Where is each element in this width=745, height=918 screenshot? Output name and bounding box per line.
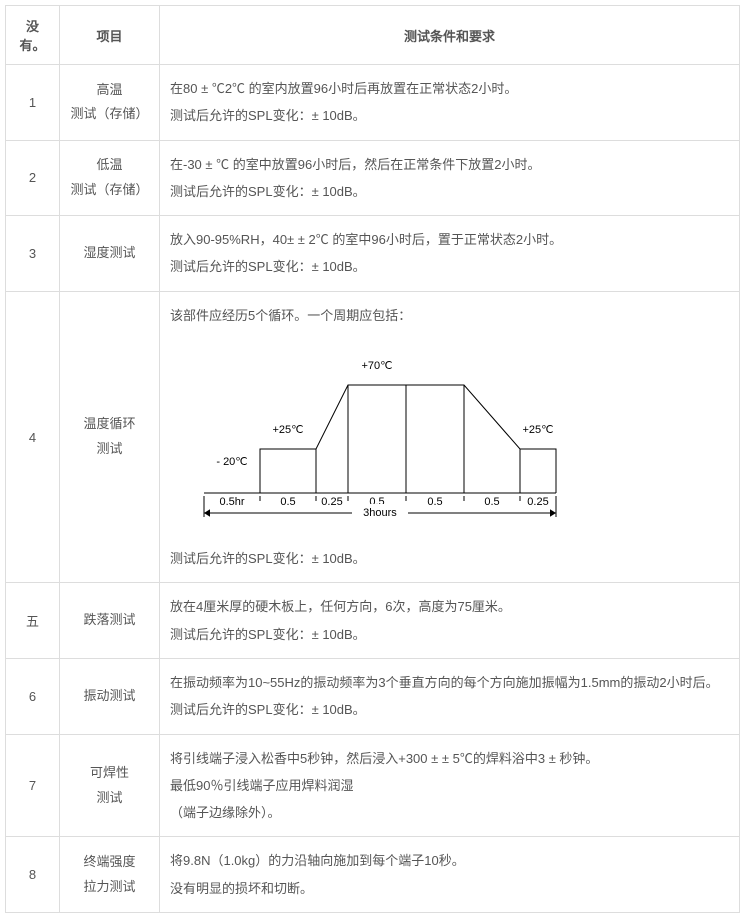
table-row: 1高温测试（存储）在80 ± ℃2℃ 的室内放置96小时后再放置在正常状态2小时… [6,65,740,141]
row-item: 高温测试（存储） [60,65,160,141]
row-no: 7 [6,734,60,837]
row-item: 可焊性测试 [60,734,160,837]
duration-label: 0.25 [321,496,342,508]
row-no: 4 [6,291,60,583]
table-row: 8终端强度拉力测试将9.8N（1.0kg）的力沿轴向施加到每个端子10秒。没有明… [6,837,740,913]
table-row: 五跌落测试放在4厘米厚的硬木板上，任何方向，6次，高度为75厘米。测试后允许的S… [6,583,740,659]
temperature-label: +25℃ [522,424,553,436]
duration-label: 0.5hr [219,496,244,508]
row-item: 终端强度拉力测试 [60,837,160,913]
duration-label: 0.25 [527,496,548,508]
table-row: 7可焊性测试将引线端子浸入松香中5秒钟，然后浸入+300 ± ± 5℃的焊料浴中… [6,734,740,837]
table-row: 2低温测试（存储）在-30 ± ℃ 的室中放置96小时后，然后在正常条件下放置2… [6,140,740,216]
duration-label: 0.5 [484,496,499,508]
row-conditions: 该部件应经历5个循环。一个周期应包括：0.5hr0.50.250.50.50.5… [160,291,740,583]
row-item: 温度循环测试 [60,291,160,583]
row-conditions: 将9.8N（1.0kg）的力沿轴向施加到每个端子10秒。没有明显的损坏和切断。 [160,837,740,913]
row-item: 低温测试（存储） [60,140,160,216]
duration-label: 0.5 [427,496,442,508]
table-row: 4温度循环测试该部件应经历5个循环。一个周期应包括：0.5hr0.50.250.… [6,291,740,583]
temperature-label: - 20℃ [216,456,247,468]
row-no: 五 [6,583,60,659]
temperature-label: +70℃ [361,360,392,372]
row-item: 湿度测试 [60,216,160,292]
header-item: 项目 [60,6,160,65]
temperature-label: +25℃ [272,424,303,436]
row-no: 3 [6,216,60,292]
row-no: 6 [6,658,60,734]
row-conditions: 放在4厘米厚的硬木板上，任何方向，6次，高度为75厘米。测试后允许的SPL变化：… [160,583,740,659]
row-conditions: 将引线端子浸入松香中5秒钟，然后浸入+300 ± ± 5℃的焊料浴中3 ± 秒钟… [160,734,740,837]
total-duration-label: 3hours [363,507,397,519]
row-conditions: 在-30 ± ℃ 的室中放置96小时后，然后在正常条件下放置2小时。测试后允许的… [160,140,740,216]
row-no: 2 [6,140,60,216]
test-conditions-table: 没有。 项目 测试条件和要求 1高温测试（存储）在80 ± ℃2℃ 的室内放置9… [5,5,740,913]
temperature-cycle-chart: 0.5hr0.50.250.50.50.50.25- 20℃+25℃+70℃+2… [170,335,610,535]
row-no: 8 [6,837,60,913]
row-conditions: 在振动频率为10~55Hz的振动频率为3个垂直方向的每个方向施加振幅为1.5mm… [160,658,740,734]
row-no: 1 [6,65,60,141]
row-item: 跌落测试 [60,583,160,659]
row-conditions: 放入90-95%RH，40± ± 2℃ 的室中96小时后，置于正常状态2小时。测… [160,216,740,292]
row-item: 振动测试 [60,658,160,734]
table-row: 6振动测试在振动频率为10~55Hz的振动频率为3个垂直方向的每个方向施加振幅为… [6,658,740,734]
header-no: 没有。 [6,6,60,65]
row-conditions: 在80 ± ℃2℃ 的室内放置96小时后再放置在正常状态2小时。测试后允许的SP… [160,65,740,141]
duration-label: 0.5 [280,496,295,508]
header-conditions: 测试条件和要求 [160,6,740,65]
table-row: 3湿度测试放入90-95%RH，40± ± 2℃ 的室中96小时后，置于正常状态… [6,216,740,292]
